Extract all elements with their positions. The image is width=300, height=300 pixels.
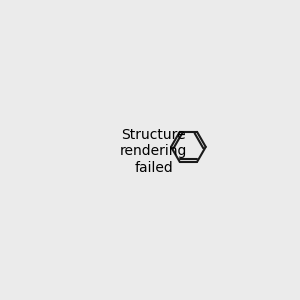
Text: Structure
rendering
failed: Structure rendering failed	[120, 128, 188, 175]
